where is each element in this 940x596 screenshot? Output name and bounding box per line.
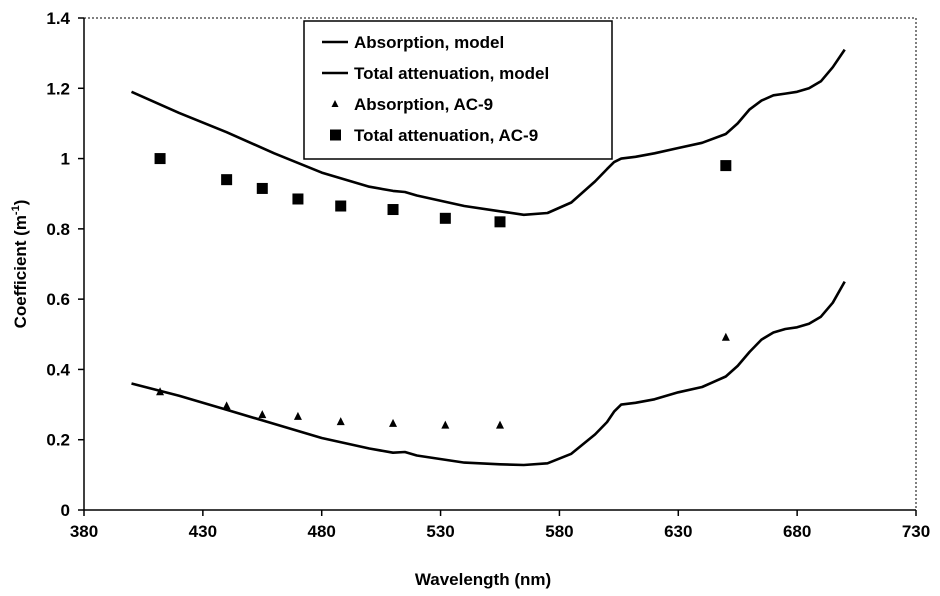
legend-label-total-attenuation-ac-9: Total attenuation, AC-9: [354, 126, 538, 145]
x-axis-title: Wavelength (nm): [415, 570, 551, 589]
y-tick-label: 0.6: [46, 290, 70, 309]
marker-absorption-ac-9: [156, 387, 165, 396]
marker-total-attenuation-ac-9: [720, 160, 732, 172]
marker-total-attenuation-ac-9: [494, 216, 506, 228]
x-tick-label: 730: [902, 522, 930, 541]
series-line-total-attenuation-model: [130, 48, 846, 217]
marker-total-attenuation-ac-9: [335, 200, 347, 212]
marker-total-attenuation-ac-9: [439, 212, 451, 224]
marker-absorption-ac-9: [222, 401, 231, 410]
marker-total-attenuation-ac-9: [292, 193, 304, 205]
marker-absorption-ac-9: [336, 417, 345, 426]
marker-absorption-ac-9: [441, 420, 450, 429]
legend-label-total-attenuation-model: Total attenuation, model: [354, 64, 549, 83]
marker-total-attenuation-ac-9: [154, 153, 166, 165]
legend-box: [303, 20, 613, 160]
axes: [78, 17, 917, 516]
y-axis-title: Coefficient (m-1): [10, 200, 30, 329]
marker-absorption-ac-9: [389, 418, 398, 427]
marker-absorption-ac-9: [293, 411, 302, 420]
legend-swatch-absorption-ac-9: [331, 100, 339, 107]
x-tick-label: 630: [664, 522, 692, 541]
y-tick-label: 1: [61, 150, 70, 169]
x-tick-label: 430: [189, 522, 217, 541]
marker-absorption-ac-9: [258, 410, 267, 419]
x-tick-label: 680: [783, 522, 811, 541]
y-tick-labels: 0 0.2 0.4 0.6 0.8 1 1.2 1.4: [46, 9, 70, 520]
y-tick-label: 1.2: [46, 79, 70, 98]
marker-total-attenuation-ac-9: [221, 174, 233, 186]
marker-absorption-ac-9: [496, 420, 504, 429]
legend-label-absorption-model: Absorption, model: [354, 33, 504, 52]
x-tick-label: 480: [308, 522, 336, 541]
y-axis-title-main: Coefficient (m: [11, 215, 30, 328]
legend-swatch-total-attenuation-ac-9: [330, 129, 341, 141]
x-tick-label: 580: [545, 522, 573, 541]
y-tick-label: 1.4: [46, 9, 70, 28]
legend: Absorption, model Total attenuation, mode…: [303, 20, 613, 160]
marker-total-attenuation-ac-9: [256, 182, 268, 194]
y-axis-title-close: ): [11, 200, 30, 206]
marker-total-attenuation-ac-9: [387, 204, 399, 216]
marker-absorption-ac-9: [721, 332, 730, 341]
x-tick-label: 380: [70, 522, 98, 541]
y-tick-label: 0: [61, 501, 70, 520]
x-tick-label: 530: [426, 522, 454, 541]
legend-label-absorption-ac-9: Absorption, AC-9: [354, 95, 493, 114]
y-axis-title-superscript: -1: [10, 205, 22, 215]
plot-area: [130, 48, 846, 467]
x-tick-labels: 380 430 480 530 580 630 680 730: [70, 522, 930, 541]
y-tick-label: 0.8: [46, 220, 70, 239]
y-tick-label: 0.4: [46, 360, 70, 379]
series-line-absorption-model: [131, 280, 846, 467]
y-tick-label: 0.2: [46, 431, 70, 450]
